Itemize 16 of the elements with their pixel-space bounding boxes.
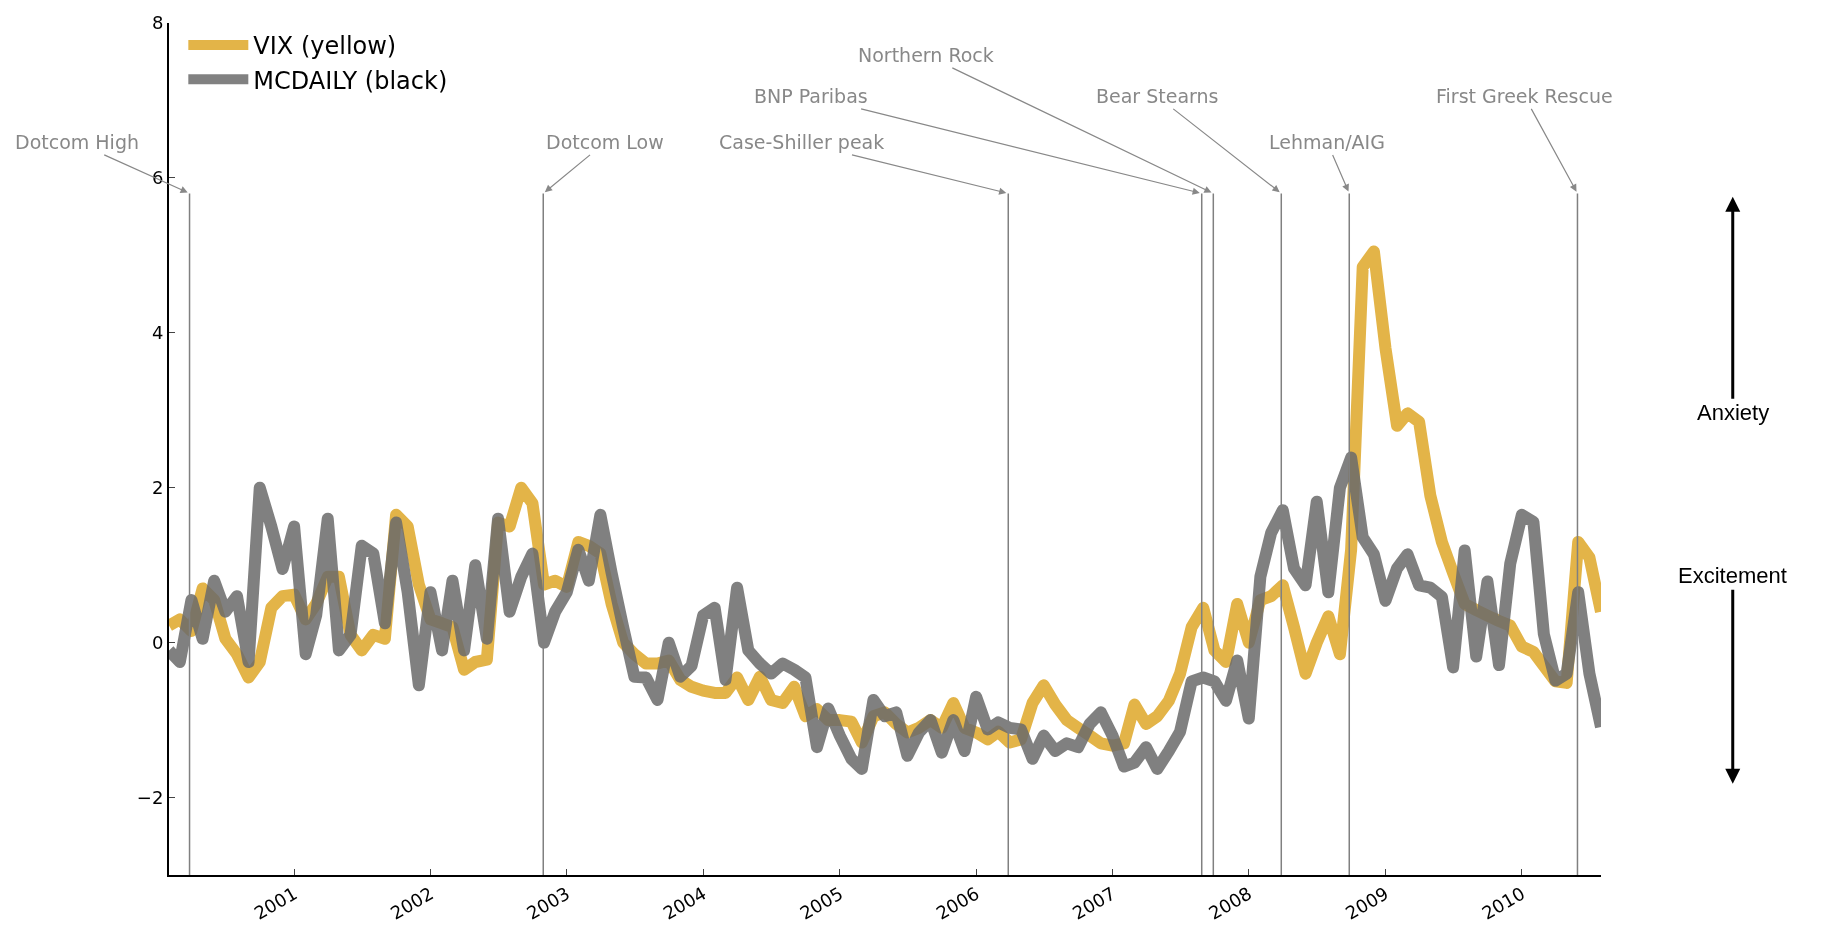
ref-line-label: Case-Shiller peak: [719, 131, 885, 153]
ref-line-label: Bear Stearns: [1096, 85, 1219, 107]
y-tick-label: 8: [151, 12, 164, 34]
ref-line-label: First Greek Rescue: [1436, 85, 1613, 107]
y-tick-label: 2: [151, 477, 164, 499]
y-tick-label: 0: [151, 631, 164, 653]
ref-line-label: Northern Rock: [858, 44, 994, 66]
y-tick-label: −2: [136, 786, 164, 808]
ref-line-label: Dotcom High: [15, 131, 139, 153]
y-tick-label: 4: [151, 322, 164, 344]
legend-label: MCDAILY (black): [253, 66, 448, 95]
ref-line-label: Lehman/AIG: [1269, 131, 1385, 153]
legend-label: VIX (yellow): [253, 32, 397, 61]
y-tick-label: 6: [151, 167, 164, 189]
ref-line-label: Dotcom Low: [546, 131, 664, 153]
ref-line-label: BNP Paribas: [754, 85, 868, 107]
